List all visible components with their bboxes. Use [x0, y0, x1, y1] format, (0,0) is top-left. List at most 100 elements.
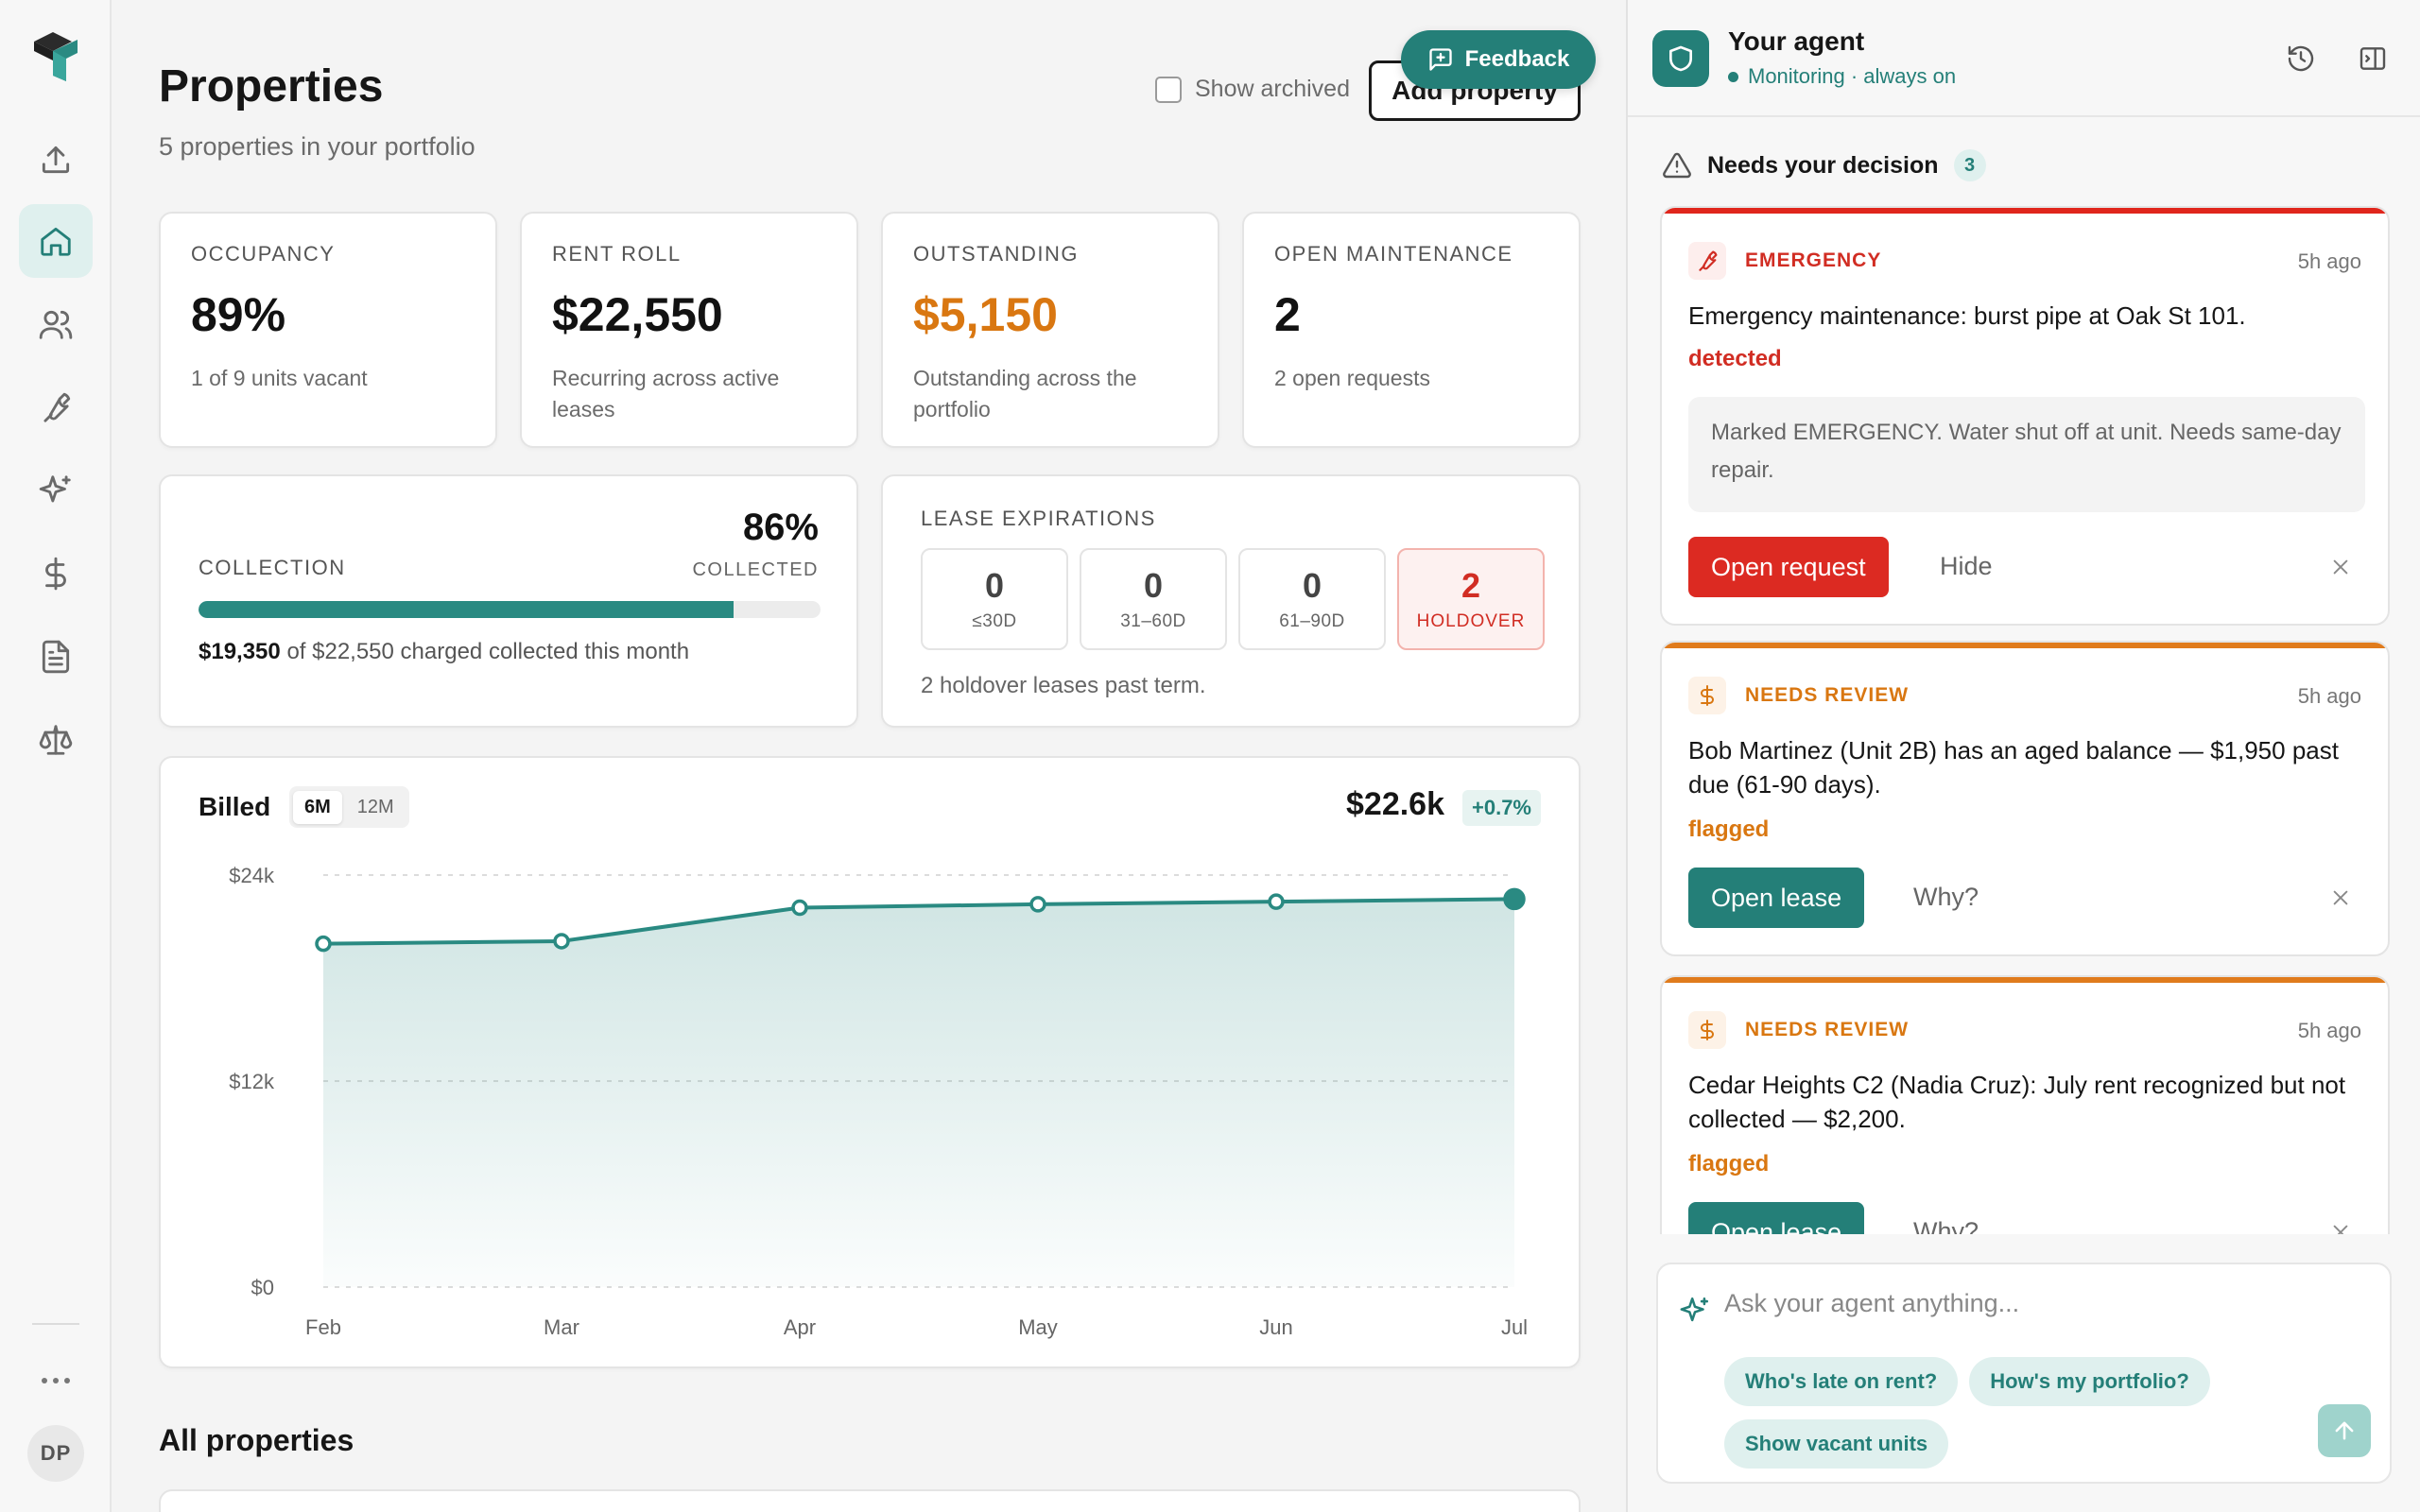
stat-value: 2	[1274, 288, 1301, 341]
agent-input[interactable]	[1724, 1289, 2348, 1318]
nav-upload[interactable]	[19, 123, 93, 197]
suggestion-chip[interactable]: Who's late on rent?	[1724, 1357, 1959, 1406]
alert-time: 5h ago	[2297, 249, 2361, 273]
collection-summary: $19,350 of $22,550 charged collected thi…	[199, 639, 689, 665]
alert-state: flagged	[1688, 1151, 1770, 1177]
dismiss-button[interactable]	[2327, 885, 2354, 911]
chart-point[interactable]	[553, 933, 570, 950]
chart-point[interactable]	[1029, 896, 1046, 913]
nav-people[interactable]	[19, 287, 93, 361]
alert-time: 5h ago	[2297, 1019, 2361, 1042]
stat-value: $22,550	[552, 288, 723, 341]
page-subtitle: 5 properties in your portfolio	[159, 132, 475, 161]
suggestion-chip[interactable]: Show vacant units	[1724, 1419, 1949, 1469]
nav-more[interactable]	[19, 1342, 93, 1419]
stat-value: 89%	[191, 288, 286, 341]
lease-bucket-label: ≤30D	[972, 611, 1017, 631]
alert-tag: EMERGENCY	[1745, 249, 1882, 271]
collapse-panel-button[interactable]	[2350, 36, 2395, 81]
lease-bucket-holdover[interactable]: 2 HOLDOVER	[1397, 548, 1545, 650]
why-button[interactable]: Why?	[1913, 1217, 1979, 1234]
close-icon	[2333, 1225, 2348, 1234]
stat-description: 2 open requests	[1274, 366, 1430, 390]
nav-documents[interactable]	[19, 620, 93, 694]
show-archived-checkbox[interactable]	[1155, 76, 1182, 103]
chart-title: Billed	[199, 792, 271, 821]
chart-point[interactable]	[1268, 893, 1285, 910]
lease-bucket-label: 31–60D	[1120, 611, 1186, 631]
chart-point[interactable]	[791, 899, 808, 917]
dismiss-button[interactable]	[2327, 1219, 2354, 1234]
app-logo[interactable]	[30, 28, 81, 85]
lease-bucket-60d[interactable]: 0 31–60D	[1080, 548, 1227, 650]
chart-point[interactable]	[1503, 887, 1526, 911]
status-dot-icon	[1728, 71, 1738, 82]
lease-bucket-count: 0	[1302, 566, 1322, 605]
hide-button[interactable]: Hide	[1940, 552, 1993, 580]
lease-expirations-card: LEASE EXPIRATIONS 0 ≤30D 0 31–60D 0 61–9…	[881, 474, 1581, 728]
suggestion-chip[interactable]: How's my portfolio?	[1969, 1357, 2210, 1406]
range-6m[interactable]: 6M	[293, 790, 342, 824]
why-button[interactable]: Why?	[1913, 883, 1979, 911]
stat-label: OUTSTANDING	[913, 242, 1079, 266]
lease-bucket-90d[interactable]: 0 61–90D	[1238, 548, 1386, 650]
show-archived-toggle[interactable]: Show archived	[1155, 76, 1350, 103]
range-12m[interactable]: 12M	[356, 796, 394, 817]
collection-summary-rest: of $22,550 charged collected this month	[286, 639, 690, 664]
alert-card-emergency: EMERGENCY 5h ago Emergency maintenance: …	[1660, 206, 2390, 626]
left-nav-rail: DP	[0, 0, 112, 1512]
close-icon	[2333, 890, 2348, 905]
lease-buckets: 0 ≤30D 0 31–60D 0 61–90D 2 HOLDOVER	[921, 548, 1545, 650]
open-lease-button[interactable]: Open lease	[1688, 1202, 1865, 1234]
collection-percent: 86%	[742, 507, 819, 548]
agent-status: Monitoring · always on	[1728, 64, 1956, 89]
history-button[interactable]	[2278, 36, 2324, 81]
chart-y-tick-label: $24k	[229, 864, 275, 887]
nav-ai[interactable]	[19, 454, 93, 527]
alert-icon	[1688, 242, 1726, 280]
agent-panel: Your agent Monitoring · always on Needs …	[1626, 0, 2420, 1512]
document-icon	[42, 640, 70, 674]
nav-finance[interactable]	[19, 537, 93, 610]
billed-total: $22.6k	[1346, 786, 1444, 822]
users-icon	[39, 310, 73, 339]
nav-home[interactable]	[19, 204, 93, 278]
wrench-icon	[1699, 250, 1718, 271]
stat-description: 1 of 9 units vacant	[191, 366, 368, 390]
nav-maintenance[interactable]	[19, 370, 93, 444]
billed-chart: $0 $12k $24k Feb Mar Apr May Jun Jul	[229, 864, 1528, 1339]
alert-tag: NEEDS REVIEW	[1745, 684, 1910, 706]
alert-list: EMERGENCY 5h ago Emergency maintenance: …	[1628, 202, 2420, 1234]
stat-label: RENT ROLL	[552, 242, 682, 266]
stat-description: Recurring across active leases	[552, 366, 780, 421]
alert-card-review-2: NEEDS REVIEW 5h ago Cedar Heights C2 (Na…	[1660, 975, 2390, 1234]
collection-label: COLLECTION	[199, 556, 346, 579]
alert-state: flagged	[1688, 816, 1770, 842]
stat-value: $5,150	[913, 288, 1058, 341]
feedback-button[interactable]: Feedback	[1401, 30, 1596, 89]
wrench-icon	[43, 392, 71, 422]
stat-label: OCCUPANCY	[191, 242, 336, 266]
lease-bucket-30d[interactable]: 0 ≤30D	[921, 548, 1068, 650]
sparkles-icon	[39, 475, 71, 503]
message-plus-icon	[1428, 48, 1452, 71]
nav-legal[interactable]	[19, 703, 93, 777]
close-icon	[2333, 559, 2348, 575]
lease-bucket-label: 61–90D	[1279, 611, 1345, 631]
dismiss-button[interactable]	[2327, 554, 2354, 580]
chart-y-tick-label: $12k	[229, 1070, 275, 1093]
alert-card-review-1: NEEDS REVIEW 5h ago Bob Martinez (Unit 2…	[1660, 641, 2390, 956]
chart-x-tick-label: May	[1018, 1315, 1058, 1339]
user-avatar[interactable]: DP	[27, 1425, 84, 1482]
more-horizontal-icon	[42, 1378, 70, 1383]
open-request-button[interactable]: Open request	[1688, 537, 1889, 597]
chart-point[interactable]	[315, 935, 332, 953]
show-archived-label: Show archived	[1195, 76, 1350, 102]
collection-progress-fill	[199, 601, 734, 618]
open-lease-button[interactable]: Open lease	[1688, 868, 1865, 928]
send-button[interactable]	[2318, 1404, 2371, 1457]
needs-decision-title: Needs your decision	[1707, 151, 1939, 179]
alert-accent-bar	[1662, 643, 2388, 648]
alert-tag: NEEDS REVIEW	[1745, 1019, 1910, 1040]
warning-icon	[1663, 152, 1691, 179]
